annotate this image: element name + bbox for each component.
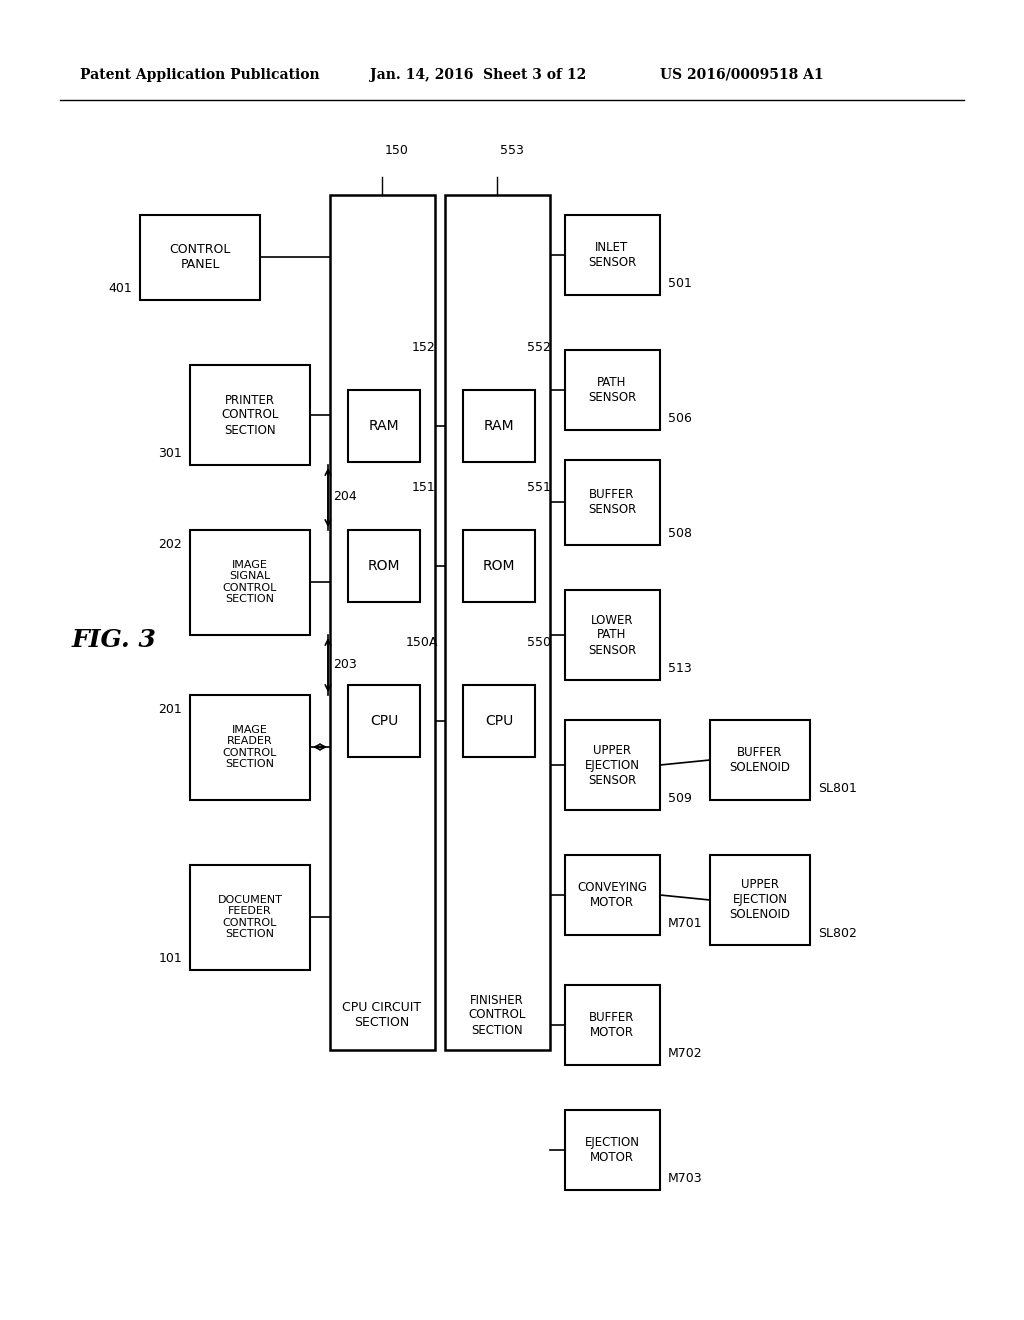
Text: EJECTION
MOTOR: EJECTION MOTOR: [585, 1137, 640, 1164]
Text: 553: 553: [500, 144, 524, 157]
Text: SL801: SL801: [818, 781, 857, 795]
Text: IMAGE
READER
CONTROL
SECTION: IMAGE READER CONTROL SECTION: [223, 725, 278, 770]
Text: M703: M703: [668, 1172, 702, 1185]
Bar: [565, 719, 660, 810]
Text: CPU: CPU: [370, 714, 398, 729]
Text: BUFFER
MOTOR: BUFFER MOTOR: [590, 1011, 635, 1039]
Text: 202: 202: [159, 539, 182, 550]
Text: BUFFER
SOLENOID: BUFFER SOLENOID: [729, 746, 791, 774]
Text: UPPER
EJECTION
SOLENOID: UPPER EJECTION SOLENOID: [729, 879, 791, 921]
Text: CONVEYING
MOTOR: CONVEYING MOTOR: [577, 880, 647, 909]
Text: FINISHER
CONTROL
SECTION: FINISHER CONTROL SECTION: [468, 994, 525, 1036]
Bar: [190, 531, 310, 635]
Text: 506: 506: [668, 412, 692, 425]
Text: 204: 204: [333, 491, 356, 503]
Bar: [190, 366, 310, 465]
Text: IMAGE
SIGNAL
CONTROL
SECTION: IMAGE SIGNAL CONTROL SECTION: [223, 560, 278, 605]
Text: 151: 151: [412, 480, 436, 494]
Bar: [565, 215, 660, 294]
Text: M701: M701: [668, 917, 702, 931]
Bar: [463, 531, 535, 602]
Bar: [348, 389, 420, 462]
Text: ROM: ROM: [482, 558, 515, 573]
Text: PRINTER
CONTROL
SECTION: PRINTER CONTROL SECTION: [221, 393, 279, 437]
Text: SL802: SL802: [818, 927, 857, 940]
Bar: [565, 1110, 660, 1191]
Bar: [710, 855, 810, 945]
Text: 201: 201: [159, 704, 182, 715]
Text: 550: 550: [527, 636, 551, 649]
Bar: [565, 590, 660, 680]
Text: M702: M702: [668, 1047, 702, 1060]
Text: Patent Application Publication: Patent Application Publication: [80, 69, 319, 82]
Text: RAM: RAM: [483, 418, 514, 433]
Bar: [463, 685, 535, 756]
Text: INLET
SENSOR: INLET SENSOR: [588, 242, 636, 269]
Text: 203: 203: [333, 659, 356, 672]
Text: 501: 501: [668, 277, 692, 290]
Bar: [445, 195, 550, 1049]
Text: CPU: CPU: [485, 714, 513, 729]
Text: LOWER
PATH
SENSOR: LOWER PATH SENSOR: [588, 614, 636, 656]
Text: FIG. 3: FIG. 3: [72, 628, 157, 652]
Text: 101: 101: [159, 952, 182, 965]
Bar: [565, 350, 660, 430]
Bar: [190, 696, 310, 800]
Text: 551: 551: [527, 480, 551, 494]
Text: CONTROL
PANEL: CONTROL PANEL: [169, 243, 230, 271]
Bar: [710, 719, 810, 800]
Bar: [330, 195, 435, 1049]
Text: 401: 401: [109, 282, 132, 294]
Text: RAM: RAM: [369, 418, 399, 433]
Text: 150A: 150A: [406, 636, 438, 649]
Bar: [348, 685, 420, 756]
Text: 508: 508: [668, 527, 692, 540]
Bar: [140, 215, 260, 300]
Bar: [190, 865, 310, 970]
Bar: [565, 985, 660, 1065]
Text: 150: 150: [385, 144, 409, 157]
Bar: [463, 389, 535, 462]
Bar: [565, 459, 660, 545]
Text: BUFFER
SENSOR: BUFFER SENSOR: [588, 488, 636, 516]
Text: DOCUMENT
FEEDER
CONTROL
SECTION: DOCUMENT FEEDER CONTROL SECTION: [217, 895, 283, 940]
Text: 509: 509: [668, 792, 692, 805]
Text: US 2016/0009518 A1: US 2016/0009518 A1: [660, 69, 823, 82]
Text: 513: 513: [668, 663, 692, 675]
Bar: [565, 855, 660, 935]
Text: 552: 552: [527, 341, 551, 354]
Text: Jan. 14, 2016  Sheet 3 of 12: Jan. 14, 2016 Sheet 3 of 12: [370, 69, 587, 82]
Text: PATH
SENSOR: PATH SENSOR: [588, 376, 636, 404]
Text: 152: 152: [412, 341, 436, 354]
Bar: [348, 531, 420, 602]
Text: ROM: ROM: [368, 558, 400, 573]
Text: UPPER
EJECTION
SENSOR: UPPER EJECTION SENSOR: [585, 743, 640, 787]
Text: 301: 301: [159, 447, 182, 459]
Text: CPU CIRCUIT
SECTION: CPU CIRCUIT SECTION: [342, 1001, 422, 1030]
